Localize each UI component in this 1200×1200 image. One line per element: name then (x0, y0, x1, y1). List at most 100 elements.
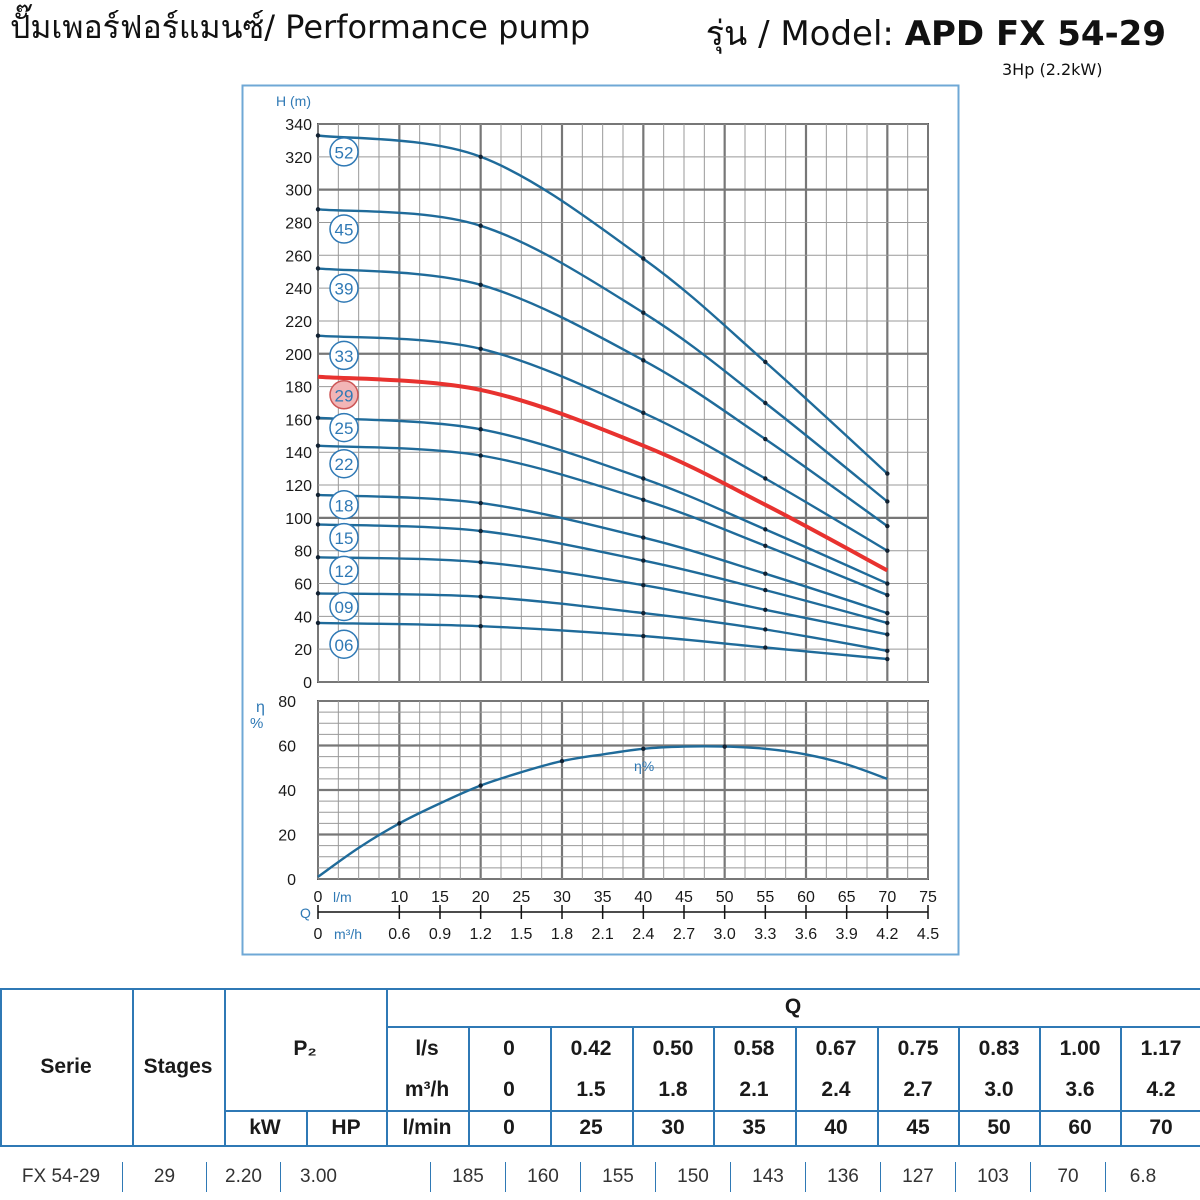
header-stages: Stages (143, 1054, 213, 1078)
header-ls: l/s (415, 1037, 439, 1060)
x-axis-symbol: Q (300, 905, 311, 921)
x-tick-label: 75 (919, 889, 937, 906)
efficiency-axis-unit: % (250, 715, 263, 732)
x-tick-label: 20 (472, 889, 490, 906)
curve-point (763, 587, 768, 593)
x-tick-label-secondary: 2.4 (632, 926, 654, 943)
stage-badge (329, 380, 359, 410)
table-border (386, 1026, 1200, 1028)
curve-point (315, 207, 321, 212)
flow-m3h-value: 1.5 (576, 1078, 606, 1101)
curve-point (641, 582, 646, 588)
header-hp: HP (331, 1115, 361, 1139)
stage-badge (329, 214, 359, 244)
stage-badge (329, 555, 359, 586)
curve-point (885, 592, 890, 598)
curve-point (478, 453, 483, 458)
flow-ls-value: 0.67 (815, 1037, 857, 1060)
header-m3h: m³/h (404, 1078, 450, 1101)
row-kw: 2.20 (206, 1162, 280, 1192)
row-head-value: 70 (1030, 1162, 1105, 1192)
chart-frame (241, 84, 960, 956)
curve-point (763, 400, 768, 406)
x-tick-label: 70 (878, 889, 896, 906)
table-border (958, 1026, 960, 1145)
stage-badge (329, 273, 359, 303)
stage-badge (329, 591, 359, 622)
model-prefix: รุ่น / Model: (705, 14, 905, 54)
x-tick-label: 60 (797, 889, 815, 906)
stage-label: 09 (335, 598, 354, 617)
y-tick-label: 20 (278, 828, 296, 845)
power-rating: 3Hp (2.2kW) (1002, 60, 1103, 79)
row-head-value: 143 (730, 1162, 805, 1192)
row-head-value: 6.8 (1105, 1162, 1180, 1192)
performance-chart: 0204060801001201401601802002202402602803… (241, 84, 960, 956)
x-tick-label-secondary: 3.3 (754, 926, 776, 943)
curve-point (885, 523, 890, 529)
curve-point (763, 436, 768, 442)
curve-point (315, 133, 321, 138)
row-head-value: 155 (580, 1162, 655, 1192)
curve-point (315, 415, 321, 420)
curve-point (478, 154, 483, 160)
x-tick-label: 45 (675, 889, 693, 906)
flow-m3h-value: 2.4 (821, 1078, 851, 1101)
y-tick-label: 80 (278, 694, 296, 711)
x-tick-label-secondary: 1.5 (510, 926, 532, 943)
row-hp: 3.00 (280, 1162, 356, 1192)
stage-label: 45 (335, 221, 354, 240)
curve-point (315, 492, 321, 498)
flow-m3h-value: 3.0 (984, 1078, 1014, 1101)
flow-ls-value: 0.42 (570, 1037, 612, 1060)
flow-ls-value: 1.17 (1140, 1037, 1182, 1060)
y-tick-label: 320 (285, 150, 312, 167)
curve-point (315, 555, 321, 560)
x-tick-label-secondary: 0 (314, 926, 323, 943)
stage-label: 06 (335, 636, 354, 655)
stage-label: 29 (335, 386, 354, 405)
curve-point (478, 783, 483, 788)
stage-badge (329, 137, 359, 167)
x-tick-label-secondary: 4.2 (876, 926, 898, 943)
table-border (306, 1110, 308, 1145)
table-border (0, 988, 1200, 990)
flow-lmin-value: 25 (579, 1115, 603, 1139)
stage-label: 39 (335, 280, 354, 299)
x-tick-label: 0 (314, 889, 323, 906)
x-axis-unit-secondary: m³/h (334, 926, 362, 942)
y-tick-label: 60 (278, 739, 296, 756)
stage-badge (329, 412, 359, 443)
flow-ls-value: 0.50 (652, 1037, 694, 1060)
curve-point (885, 581, 890, 586)
y-tick-label: 180 (285, 380, 312, 397)
curve-point (397, 821, 402, 826)
curve-point (559, 758, 565, 764)
curve-point (641, 610, 646, 616)
stage-label: 22 (335, 455, 354, 474)
curve-point (641, 633, 646, 639)
row-head-value: 160 (505, 1162, 580, 1192)
curve-point (315, 591, 321, 596)
row-head-value: 136 (805, 1162, 880, 1192)
x-tick-label: 15 (431, 889, 449, 906)
flow-m3h-value: 1.8 (658, 1078, 688, 1101)
row-stages: 29 (122, 1162, 206, 1192)
x-tick-label-secondary: 3.0 (714, 926, 736, 943)
efficiency-curve (317, 745, 888, 878)
curve-point (885, 656, 890, 662)
curve-point (478, 427, 483, 432)
x-tick-label-secondary: 3.6 (795, 926, 817, 943)
curve-point (641, 497, 646, 503)
x-tick-label: 35 (594, 889, 612, 906)
flow-m3h-value: 3.6 (1065, 1078, 1095, 1101)
curve-point (478, 223, 483, 228)
x-tick-label-secondary: 2.1 (592, 926, 614, 943)
stage-label: 12 (335, 562, 354, 581)
efficiency-curve-label: η% (634, 758, 654, 774)
flow-lmin-value: 50 (987, 1115, 1011, 1139)
y-tick-label: 60 (294, 577, 312, 594)
curve-point (885, 471, 890, 476)
stage-label: 33 (335, 347, 354, 366)
x-tick-label: 40 (634, 889, 652, 906)
